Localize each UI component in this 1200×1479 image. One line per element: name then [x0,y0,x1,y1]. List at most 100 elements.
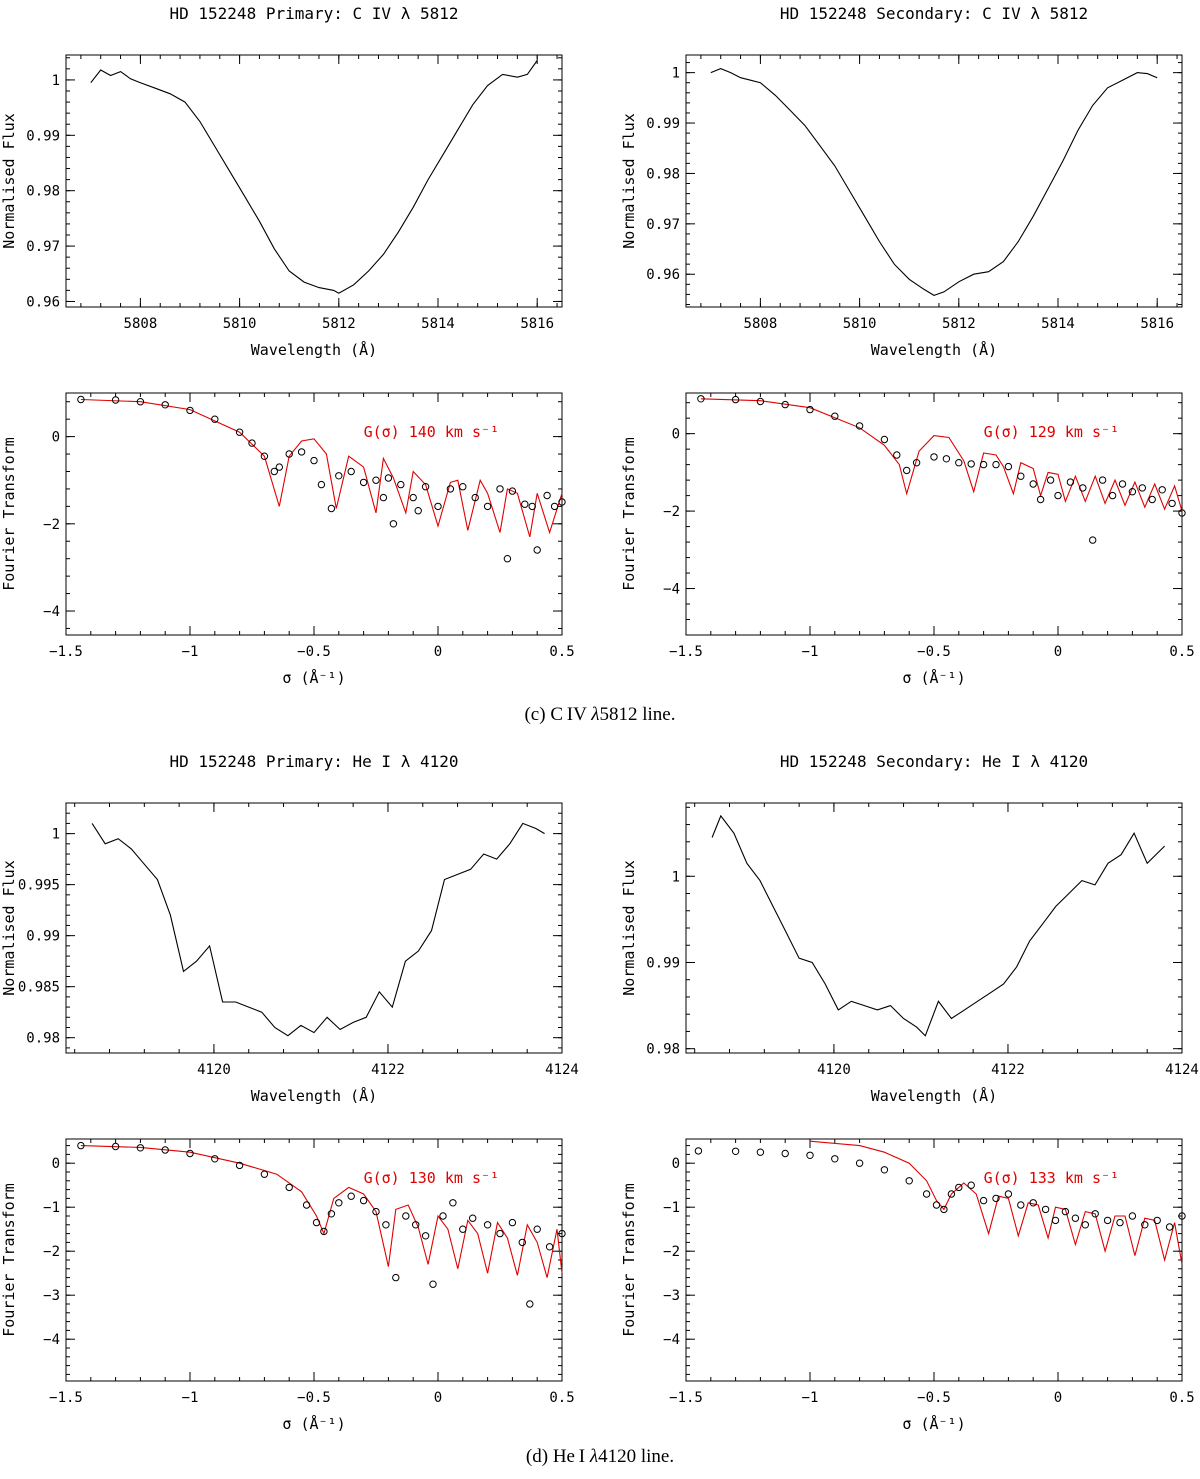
y-axis-label: Fourier Transform [0,437,18,591]
x-tick-label: 0 [1054,1390,1062,1406]
model-curve [80,1145,563,1278]
x-tick-label: 0 [434,644,442,660]
observed-point [806,1151,814,1160]
caption-d-suffix: line. [640,1446,675,1467]
observed-point [955,1183,963,1192]
observed-point [1029,1199,1037,1207]
observed-point [1138,484,1147,492]
observed-point [967,1181,975,1189]
observed-point [382,1221,390,1229]
chart-c-primary-spec: 5808 5810 5812 5814 5816 0.96 0.97 0.98 0.99 1 Wav… [0,4,563,359]
caption-d: (d) He I λ4120 line. [0,1446,1200,1468]
observed-point [327,1210,336,1218]
y-tick-label: 0.97 [26,239,60,255]
observed-point [992,1194,1000,1203]
observed-point [260,1170,269,1178]
observed-point [402,1212,410,1220]
observed-point [545,1243,554,1251]
x-tick-label: 5808 [744,316,778,332]
observed-point [930,453,938,461]
y-tick-label: −2 [663,504,680,520]
observed-point [211,415,219,423]
plot-frame [65,802,563,1054]
observed-point [731,1147,740,1156]
observed-point [392,1273,400,1282]
model-curve [809,1140,1183,1265]
x-tick-label: −1 [182,1390,199,1406]
observed-point [558,498,566,506]
observed-point [469,1214,477,1222]
plot-frame [65,54,563,308]
observed-point [1091,1210,1099,1218]
x-tick-label: 4124 [545,1062,579,1078]
observed-point [449,1199,457,1207]
x-tick-label: 4124 [1165,1062,1199,1078]
observed-point [942,455,951,463]
chart-title: HD 152248 Primary: C IV λ 5812 [170,4,459,23]
y-axis-label: Fourier Transform [0,1183,18,1337]
observed-point [1118,480,1127,488]
observed-point [347,1192,355,1200]
caption-c-ion: C IV [550,704,587,725]
caption-d-label: (d) [525,1446,549,1467]
observed-point [359,1196,368,1205]
caption-d-wavelength: 4120 [598,1446,637,1467]
observed-point [912,459,921,467]
x-axis-label: Wavelength (Å) [251,1086,377,1105]
observed-point [932,1201,941,1209]
y-tick-label: 1 [52,827,60,843]
observed-point [211,1155,219,1163]
observed-point [1081,1221,1090,1229]
x-tick-label: 5808 [124,316,158,332]
observed-point [831,412,839,420]
y-axis-label: Normalised Flux [0,860,18,995]
x-tick-label: 5814 [1041,316,1075,332]
x-tick-label: 0 [1054,644,1062,660]
y-tick-label: −1 [43,1200,60,1216]
observed-point [903,466,911,475]
observed-point [1046,476,1055,484]
chart-c-secondary-spec: 5808 5810 5812 5814 5816 0.96 0.97 0.98 0.99 1 Wav… [620,4,1183,359]
chart-c-secondary-ft: −1.5 −1 −0.5 0 0.5 −4 −2 0 σ (Å⁻¹) Fourier Transf… [620,392,1195,687]
x-tick-label: 4122 [991,1062,1025,1078]
observed-point [967,460,975,468]
chart-title: HD 152248 Secondary: C IV λ 5812 [780,4,1088,23]
y-tick-label: −2 [663,1244,680,1260]
y-tick-label: 0.99 [26,128,60,144]
observed-point [275,463,283,471]
chart-c-primary-ft: −1.5 −1 −0.5 0 0.5 −4 −2 0 σ (Å⁻¹) Fourier Transf… [0,392,575,687]
observed-point [503,555,512,563]
observed-point [471,493,479,502]
observed-point [111,1142,120,1151]
observed-point [1178,509,1186,517]
observed-point [235,428,244,436]
observed-point [979,1196,988,1205]
x-tick-label: 4120 [817,1062,851,1078]
y-tick-label: 0.99 [26,929,60,945]
observed-point [397,480,405,489]
x-axis-label: σ (Å⁻¹) [282,668,345,687]
observed-point [1071,1214,1080,1222]
observed-point [421,1232,430,1240]
observed-point [533,546,541,554]
observed-point [731,395,740,404]
observed-point [77,1141,85,1150]
observed-point [446,485,455,493]
y-tick-label: 1 [52,73,60,89]
y-tick-label: 0.98 [646,1042,680,1058]
observed-point [1098,476,1107,484]
x-tick-label: −1.5 [669,1390,703,1406]
plot-frame [685,802,1183,1054]
observed-point [893,451,901,459]
observed-point [389,520,398,528]
y-tick-label: 0.97 [646,217,680,233]
y-axis-label: Normalised Flux [620,860,638,995]
y-tick-label: −1 [663,1200,680,1216]
observed-point [781,400,789,409]
observed-point [697,395,705,403]
x-tick-label: 5816 [1140,316,1174,332]
y-tick-label: −4 [663,582,680,598]
x-tick-label: 4120 [197,1062,231,1078]
caption-c-lambda: λ [591,704,600,725]
